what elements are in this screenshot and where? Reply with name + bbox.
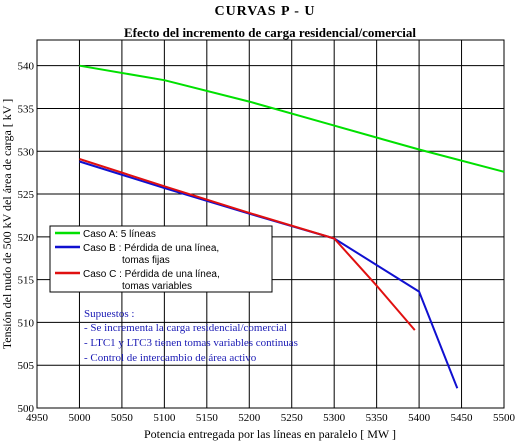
chart-subtitle: Efecto del incremento de carga residenci… xyxy=(124,25,416,40)
y-tick-label: 525 xyxy=(18,189,35,201)
note-line-2: - LTC1 y LTC3 tienen tomas variables con… xyxy=(84,337,298,349)
assumptions-note: Supuestos : - Se incrementa la carga res… xyxy=(84,308,298,364)
x-tick-label: 5450 xyxy=(451,412,474,424)
legend: Caso A: 5 líneas Caso B : Pérdida de una… xyxy=(49,225,273,293)
x-tick-label: 5150 xyxy=(196,412,219,424)
series-line-caso-a xyxy=(79,64,505,173)
legend-label-caso-c-line2: tomas variables xyxy=(122,281,192,292)
y-tick-label: 510 xyxy=(18,317,35,329)
y-tick-label: 530 xyxy=(18,146,35,158)
legend-label-caso-b-line2: tomas fijas xyxy=(122,255,170,266)
x-tick-label: 4950 xyxy=(26,412,49,424)
tick-labels: 4950 5000 5050 5100 5150 5200 5250 5300 5350 5400… xyxy=(18,61,516,424)
y-tick-label: 520 xyxy=(18,232,35,244)
x-tick-label: 5050 xyxy=(111,412,134,424)
y-tick-label: 515 xyxy=(18,275,35,287)
plot-frame xyxy=(36,39,505,409)
x-axis-label: Potencia entregada por las líneas en par… xyxy=(144,427,396,441)
y-tick-label: 535 xyxy=(18,103,35,115)
legend-label-caso-a: Caso A: 5 líneas xyxy=(83,229,156,240)
x-tick-label: 5250 xyxy=(281,412,304,424)
x-tick-label: 5500 xyxy=(493,412,516,424)
x-tick-label: 5300 xyxy=(323,412,346,424)
note-line-3: - Control de intercambio de área activo xyxy=(84,352,257,364)
y-tick-label: 500 xyxy=(18,403,35,415)
y-axis-label: Tensión del nudo de 500 kV del área de c… xyxy=(0,99,14,349)
x-tick-label: 5400 xyxy=(408,412,431,424)
series-lines xyxy=(79,64,505,389)
note-heading: Supuestos : xyxy=(84,308,134,320)
y-tick-label: 540 xyxy=(18,61,35,73)
x-tick-label: 5350 xyxy=(366,412,389,424)
x-tick-label: 5100 xyxy=(153,412,176,424)
legend-label-caso-c-line1: Caso C : Pérdida de una línea, xyxy=(83,269,220,280)
note-line-1: - Se incrementa la carga residencial/com… xyxy=(84,322,287,334)
series-line-caso-c xyxy=(79,158,416,331)
legend-box xyxy=(49,225,273,293)
y-tick-label: 505 xyxy=(18,360,35,372)
x-tick-label: 5000 xyxy=(68,412,91,424)
chart-title: CURVAS P - U xyxy=(214,4,315,19)
legend-label-caso-b-line1: Caso B : Pérdida de una línea, xyxy=(83,243,219,254)
x-tick-label: 5200 xyxy=(238,412,261,424)
